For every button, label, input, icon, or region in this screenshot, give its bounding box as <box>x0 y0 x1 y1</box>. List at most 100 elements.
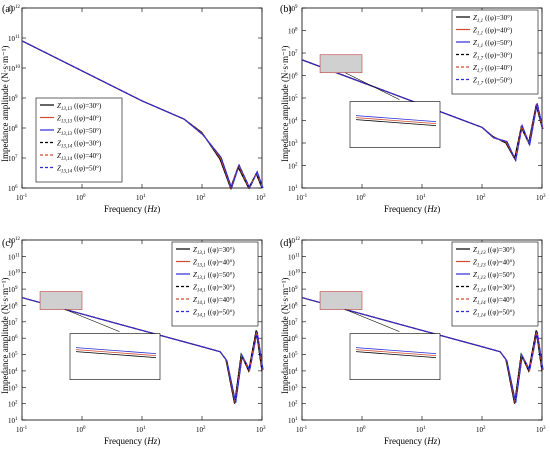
x-axis-title: Frequency (Hz) <box>104 204 160 214</box>
y-tick-exponent: 6 <box>15 185 18 190</box>
y-tick-label: 102 <box>8 401 18 409</box>
series-line-6 <box>301 59 544 163</box>
legend-phi: ((φ)=50°) <box>488 309 516 317</box>
y-tick-label: 1010 <box>8 65 21 73</box>
y-tick-exponent: 11 <box>295 253 300 258</box>
inset-series-line <box>355 349 437 356</box>
panel-label: (b) <box>280 4 292 15</box>
legend-entry: Z14,1 ((φ)=30°) <box>193 284 235 294</box>
y-tick-label: 109 <box>288 286 298 294</box>
legend-z: Z <box>473 271 477 279</box>
legend-entry: Z1,1 ((φ)=40°) <box>473 27 513 37</box>
legend-entry: Z1,13 ((φ)=40°) <box>473 259 515 269</box>
chart-panel-1: (a)10-1 100 101 102 103106107108109101010111… <box>0 4 266 214</box>
x-tick-exponent: 2 <box>483 194 486 199</box>
x-tick-exponent: 0 <box>363 194 366 199</box>
legend-z: Z <box>473 296 477 304</box>
x-axis-title-unit: Hz <box>426 204 437 214</box>
chart-panel-3: (c)10-1 100 101 102 103101102103104105106107… <box>0 237 266 446</box>
y-tick-exponent: 5 <box>15 352 18 357</box>
panel-label: (d) <box>280 238 292 249</box>
y-tick-exponent: 6 <box>295 73 298 78</box>
x-tick-exponent: -1 <box>23 194 28 199</box>
y-tick-exponent: 7 <box>295 50 298 55</box>
zoom-arrow <box>345 72 400 100</box>
x-tick-label: 101 <box>136 194 146 202</box>
legend-z: Z <box>473 246 477 254</box>
legend-subscript: 1,1 <box>477 32 483 37</box>
legend-entry: Z13,13 ((φ)=50°) <box>57 127 102 137</box>
legend-phi: ((φ)=50°) <box>485 39 513 47</box>
legend-subscript: 13,13 <box>61 120 73 125</box>
legend-phi: ((φ)=50°) <box>488 271 516 279</box>
legend-entry: Z13,14 ((φ)=40°) <box>57 152 102 162</box>
y-tick-exponent: 8 <box>15 125 18 130</box>
legend-subscript: 1,14 <box>477 301 486 306</box>
y-tick-exponent: 8 <box>295 302 298 307</box>
x-tick-label: 102 <box>476 426 486 434</box>
y-tick-exponent: 8 <box>295 28 298 33</box>
legend-phi: ((φ)=30°) <box>488 284 516 292</box>
x-tick-exponent: 0 <box>83 194 86 199</box>
inset-series-line <box>355 347 437 354</box>
y-tick-label: 108 <box>288 302 298 310</box>
y-tick-label: 1012 <box>8 237 21 245</box>
legend-subscript: 1,13 <box>477 251 486 256</box>
legend-z: Z <box>473 284 477 292</box>
legend-subscript: 1,7 <box>477 69 484 74</box>
legend-entry: Z13,14 ((φ)=30°) <box>57 140 102 150</box>
legend-phi: ((φ)=40°) <box>488 296 516 304</box>
chart-panel-2: (b)10-1 100 101 102 103101102103104105106107… <box>280 4 546 214</box>
legend-z: Z <box>193 296 197 304</box>
legend-z: Z <box>473 259 477 267</box>
legend-z: Z <box>193 309 197 317</box>
y-tick-exponent: 11 <box>15 35 20 40</box>
legend-entry: Z1,13 ((φ)=50°) <box>473 271 515 281</box>
y-axis-title: Impedance amplitude (N·s·m⁻¹) <box>0 46 10 162</box>
y-tick-label: 102 <box>288 401 298 409</box>
y-tick-exponent: 7 <box>15 319 18 324</box>
legend-z: Z <box>57 102 61 110</box>
x-axis-title-suffix: ) <box>157 436 160 446</box>
chart-panel-4: (d)10-1 100 101 102 103101102103104105106107… <box>280 237 546 446</box>
legend-subscript: 1,1 <box>477 19 483 24</box>
y-tick-label: 105 <box>288 95 298 103</box>
y-tick-label: 1011 <box>8 253 20 261</box>
y-tick-label: 103 <box>8 384 18 392</box>
zoom-arrow <box>345 309 400 332</box>
legend-z: Z <box>473 309 477 317</box>
panel-label: (c) <box>2 238 13 249</box>
y-tick-exponent: 3 <box>295 140 298 145</box>
x-tick-exponent: 2 <box>483 426 486 431</box>
y-axis-title: Impedance amplitude (N·s·m⁻¹) <box>280 46 290 162</box>
y-tick-label: 1010 <box>288 270 301 278</box>
legend-entry: Z1,14 ((φ)=30°) <box>473 284 515 294</box>
legend-entry: Z1,7 ((φ)=40°) <box>473 64 513 74</box>
y-tick-label: 103 <box>288 384 298 392</box>
y-tick-exponent: 10 <box>15 270 21 275</box>
legend-subscript: 13,13 <box>61 132 73 137</box>
legend-phi: ((φ)=30°) <box>208 284 236 292</box>
x-tick-label: 10-1 <box>296 194 308 202</box>
legend-phi: ((φ)=30°) <box>74 140 102 148</box>
series-line-6 <box>21 40 264 190</box>
y-tick-label: 105 <box>288 352 298 360</box>
y-tick-exponent: 9 <box>15 95 18 100</box>
x-tick-label: 10-1 <box>16 426 28 434</box>
legend-phi: ((φ)=40°) <box>208 259 236 267</box>
legend-entry: Z13,13 ((φ)=40°) <box>57 115 102 125</box>
x-axis-title-suffix: ) <box>437 436 440 446</box>
legend-phi: ((φ)=30°) <box>485 52 513 60</box>
x-tick-exponent: 3 <box>543 426 546 431</box>
y-tick-exponent: 1 <box>295 417 298 422</box>
legend-phi: ((φ)=30°) <box>208 246 236 254</box>
y-tick-label: 107 <box>8 319 18 327</box>
y-tick-label: 104 <box>288 118 298 126</box>
legend-phi: ((φ)=50°) <box>208 309 236 317</box>
x-tick-exponent: 2 <box>203 194 206 199</box>
y-tick-label: 101 <box>8 417 18 425</box>
y-tick-label: 102 <box>288 163 298 171</box>
zoom-arrow <box>65 309 120 332</box>
legend-phi: ((φ)=40°) <box>488 259 516 267</box>
legend-phi: ((φ)=40°) <box>74 115 102 123</box>
